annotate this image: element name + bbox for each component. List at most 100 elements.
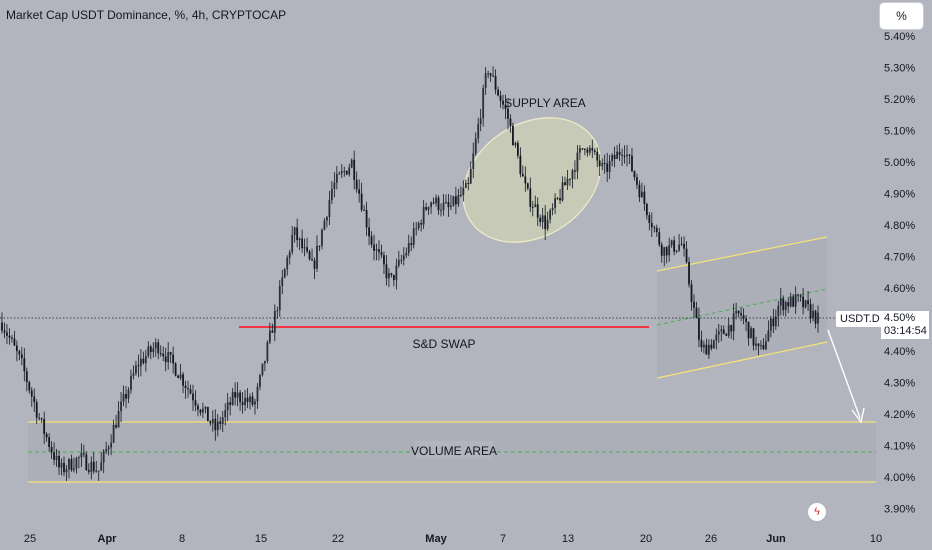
candle-body — [777, 305, 780, 317]
candle-body — [782, 298, 785, 311]
candle-body — [48, 437, 51, 447]
candle-body — [571, 170, 574, 180]
y-tick-label: 5.20% — [884, 94, 915, 106]
candle-body — [747, 321, 750, 339]
candle-body — [673, 240, 676, 252]
candle-body — [261, 363, 264, 376]
candle-body — [698, 318, 700, 340]
candle-body — [569, 179, 571, 181]
candle-body — [80, 453, 83, 458]
y-tick-label: 5.10% — [884, 126, 915, 138]
candle-body — [430, 202, 432, 208]
candle-body — [301, 238, 304, 249]
bar-countdown: 03:14:54 — [884, 325, 927, 337]
candle-body — [127, 389, 130, 399]
x-tick-label: 8 — [179, 533, 185, 545]
candle-body — [246, 397, 249, 403]
candle-body — [120, 401, 122, 412]
candle-body — [335, 174, 338, 183]
candle-body — [516, 142, 519, 156]
candle-body — [278, 286, 281, 311]
channel-bottom-line — [656, 341, 828, 379]
candle-body — [740, 313, 743, 316]
candle-body — [752, 328, 755, 346]
candle-body — [655, 227, 658, 233]
candle-body — [144, 355, 147, 364]
candle-body — [613, 155, 616, 159]
candle-body — [668, 245, 671, 256]
candle-body — [494, 76, 497, 90]
candle-body — [814, 310, 817, 324]
candle-body — [373, 244, 375, 251]
candle-body — [549, 210, 552, 220]
candle-body — [611, 155, 614, 162]
candle-body — [65, 469, 68, 473]
candle-body — [586, 149, 589, 153]
candle-body — [264, 360, 266, 364]
candle-body — [628, 154, 631, 156]
candle-body — [703, 344, 705, 348]
candle-body — [524, 176, 527, 184]
candle-body — [636, 177, 638, 185]
y-tick-label: 4.80% — [884, 220, 915, 232]
candle-body — [450, 205, 452, 208]
candle-body — [340, 171, 343, 174]
candle-body — [695, 307, 698, 319]
volume-area-label-bg — [415, 441, 493, 459]
candle-body — [544, 215, 547, 230]
candle-body — [484, 73, 487, 89]
candle-body — [172, 354, 175, 364]
candle-body — [454, 196, 457, 205]
candle-body — [422, 207, 425, 225]
candle-body — [107, 447, 110, 450]
candle-body — [378, 249, 380, 253]
candle-body — [725, 333, 728, 336]
candle-body — [182, 374, 184, 386]
candle-body — [149, 346, 152, 352]
candle-body — [122, 393, 125, 402]
flash-icon[interactable]: ϟ — [808, 503, 826, 521]
candle-body — [63, 462, 65, 473]
candle-body — [633, 171, 636, 178]
candle-body — [11, 337, 13, 339]
y-tick-label: 4.40% — [884, 346, 915, 358]
candle-body — [531, 206, 534, 208]
y-axis[interactable]: 5.40% 5.30% 5.20% 5.10% 5.00% 4.90% 4.80% 4.70%… — [884, 31, 915, 516]
scale-percent-button[interactable]: % — [880, 3, 923, 29]
candle-body — [420, 223, 423, 225]
candle-body — [152, 348, 155, 352]
candle-body — [100, 462, 103, 471]
candle-body — [720, 329, 723, 332]
x-axis[interactable]: 25 Apr 8 15 22 May 7 13 20 26 Jun 10 — [24, 533, 882, 545]
candle-body — [85, 454, 88, 471]
candle-body — [90, 461, 93, 472]
candle-body — [779, 298, 782, 306]
candle-body — [745, 318, 747, 322]
candle-body — [526, 183, 529, 189]
candle-body — [15, 345, 18, 352]
candle-body — [774, 316, 777, 327]
candle-body — [400, 259, 403, 261]
candle-body — [154, 342, 157, 349]
candle-body — [229, 402, 232, 405]
candlestick-series — [1, 66, 819, 481]
candle-body — [412, 228, 415, 245]
channel-mid-line — [656, 288, 828, 326]
candle-body — [60, 462, 63, 468]
candle-body — [25, 371, 28, 383]
channel-top-line — [656, 236, 828, 272]
candle-body — [804, 300, 807, 308]
candle-body — [174, 363, 177, 376]
candle-body — [541, 215, 544, 223]
x-tick-label: Apr — [98, 533, 118, 545]
candle-body — [328, 199, 331, 218]
candle-body — [536, 204, 539, 218]
y-tick-label: 3.90% — [884, 504, 915, 516]
candle-body — [606, 163, 609, 172]
candle-body — [82, 453, 85, 455]
candle-body — [616, 151, 619, 159]
candle-body — [97, 470, 100, 472]
candle-body — [556, 198, 559, 200]
candle-body — [75, 458, 78, 469]
